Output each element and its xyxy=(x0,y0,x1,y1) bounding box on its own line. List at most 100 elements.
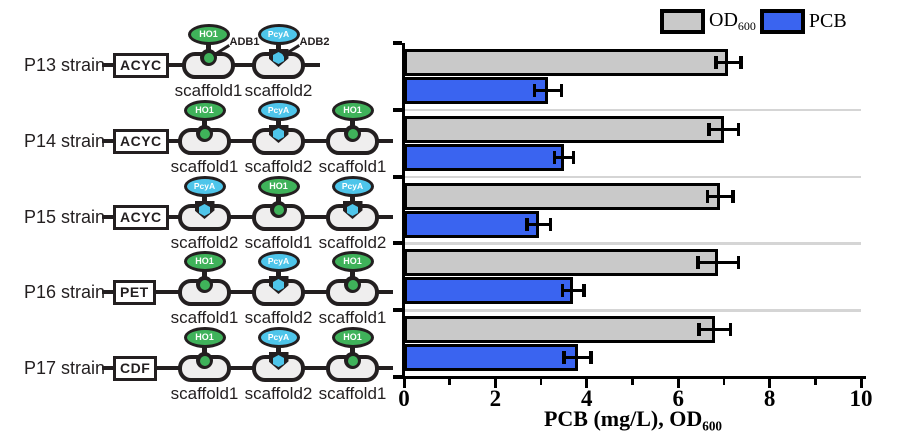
scaffold-label: scaffold1 xyxy=(244,233,313,252)
enzyme-label: PcyA xyxy=(267,332,290,342)
error-bar-cap xyxy=(705,189,710,203)
adaptor-marker-circle xyxy=(199,128,210,139)
x-axis-major-tick xyxy=(676,379,680,388)
scaffold-label: scaffold1 xyxy=(170,157,239,176)
enzyme-label: HO1 xyxy=(343,332,362,342)
group-separator-line xyxy=(404,309,861,312)
strain-plasmid-link-line xyxy=(102,139,114,143)
strain-plasmid-link-line xyxy=(102,366,114,370)
adaptor-marker-hexagon xyxy=(273,355,284,367)
y-axis-tick xyxy=(393,241,402,246)
error-bar-cap xyxy=(532,84,537,97)
chart-legend: OD600 PCB xyxy=(660,9,847,35)
plasmid-box: ACYC xyxy=(113,205,169,230)
x-axis-major-tick xyxy=(402,379,406,388)
strain-name: P13 strain xyxy=(24,55,106,75)
enzyme-oval: PcyA xyxy=(257,100,300,121)
strain-name: P17 strain xyxy=(24,358,106,378)
enzyme-label: HO1 xyxy=(269,181,288,191)
strain-name: P14 strain xyxy=(24,131,106,151)
od600-legend-swatch xyxy=(660,9,705,35)
scaffold-label: scaffold2 xyxy=(244,157,313,176)
od600-bar xyxy=(404,182,721,210)
enzyme-oval: PcyA xyxy=(257,24,300,45)
x-axis-minor-tick xyxy=(631,379,634,385)
pcb-bar xyxy=(404,143,564,171)
adaptor-marker-hexagon xyxy=(273,52,284,64)
enzyme-label: PcyA xyxy=(193,181,216,191)
error-bar-line xyxy=(563,356,592,360)
scaffold-label: scaffold2 xyxy=(170,233,239,252)
enzyme-oval: HO1 xyxy=(331,327,374,348)
scaffold-label: scaffold1 xyxy=(174,81,243,100)
adaptor-marker-hexagon xyxy=(273,128,284,140)
scaffold-label: scaffold1 xyxy=(318,384,387,403)
adaptor-marker-circle xyxy=(273,204,284,215)
y-axis-line xyxy=(401,43,405,377)
enzyme-label: HO1 xyxy=(195,332,214,342)
x-axis-tick-label: 0 xyxy=(398,386,410,411)
error-bar-line xyxy=(708,127,739,131)
error-bar-line xyxy=(707,194,734,198)
x-axis-tick-label: 6 xyxy=(672,386,684,411)
pcb-legend-swatch xyxy=(759,9,805,35)
enzyme-label: HO1 xyxy=(343,256,362,266)
error-bar-cap xyxy=(560,284,565,298)
strain-plasmid-link-line xyxy=(102,290,114,294)
pcb-legend-label: PCB xyxy=(808,10,847,33)
scaffold-label: scaffold2 xyxy=(244,384,313,403)
scaffold-label: scaffold2 xyxy=(244,81,313,100)
scaffold-label: scaffold2 xyxy=(244,308,313,327)
adaptor-marker-circle xyxy=(347,355,358,366)
enzyme-oval: HO1 xyxy=(187,24,230,45)
x-axis-minor-tick xyxy=(722,379,726,385)
error-bar-cap xyxy=(525,217,529,231)
scaffold-label: scaffold1 xyxy=(170,308,239,327)
adaptor-marker-circle xyxy=(199,355,210,366)
scaffold-label: scaffold1 xyxy=(170,384,239,403)
enzyme-label: HO1 xyxy=(343,105,362,115)
error-bar-cap xyxy=(714,56,718,69)
error-bar-cap xyxy=(559,84,564,97)
error-bar-line xyxy=(554,155,574,159)
adaptor-marker-hexagon xyxy=(273,279,284,291)
plasmid-box: CDF xyxy=(113,356,158,381)
x-axis-tick-label: 10 xyxy=(849,386,873,411)
error-bar-line xyxy=(698,328,731,332)
scaffold-connector-line xyxy=(150,63,320,67)
y-axis-tick xyxy=(393,174,402,179)
x-axis-tick-label: 4 xyxy=(581,386,593,411)
error-bar-cap xyxy=(697,323,701,337)
error-bar-line xyxy=(534,89,562,92)
enzyme-oval: HO1 xyxy=(183,327,226,348)
y-axis-tick xyxy=(393,107,402,112)
error-bar-line xyxy=(697,261,739,265)
bar-chart: 0 2 4 6 8 10 xyxy=(393,0,911,445)
error-bar-cap xyxy=(548,217,553,231)
y-axis-tick xyxy=(393,41,402,45)
error-bar-cap xyxy=(582,284,586,298)
x-axis-minor-tick xyxy=(448,379,451,385)
error-bar-cap xyxy=(731,189,735,203)
x-axis-title: PCB (mg/L), OD600 xyxy=(543,406,723,434)
adaptor-marker-hexagon xyxy=(347,204,358,216)
group-separator-line xyxy=(404,242,861,245)
x-axis-minor-tick xyxy=(814,379,817,385)
scaffold-label: scaffold1 xyxy=(318,157,387,176)
x-axis-line xyxy=(399,375,866,379)
enzyme-oval: PcyA xyxy=(257,251,300,272)
enzyme-label: PcyA xyxy=(267,105,290,115)
strain-plasmid-link-line xyxy=(102,63,114,67)
adaptor-marker-hexagon xyxy=(199,204,210,216)
group-separator-line xyxy=(404,108,861,112)
error-bar-cap xyxy=(739,56,743,69)
strain-diagram-panel: P13 strain ACYC HO1 scaffold1 ADB1 PcyA scaffo… xyxy=(0,0,400,445)
enzyme-label: HO1 xyxy=(199,29,218,39)
od600-legend-label: OD600 xyxy=(709,9,756,34)
pcb-bar xyxy=(404,210,539,238)
strain-plasmid-link-line xyxy=(102,215,114,219)
y-axis-tick xyxy=(393,375,402,379)
enzyme-label: PcyA xyxy=(341,181,364,191)
od600-bar xyxy=(404,49,729,76)
error-bar-cap xyxy=(589,351,593,365)
